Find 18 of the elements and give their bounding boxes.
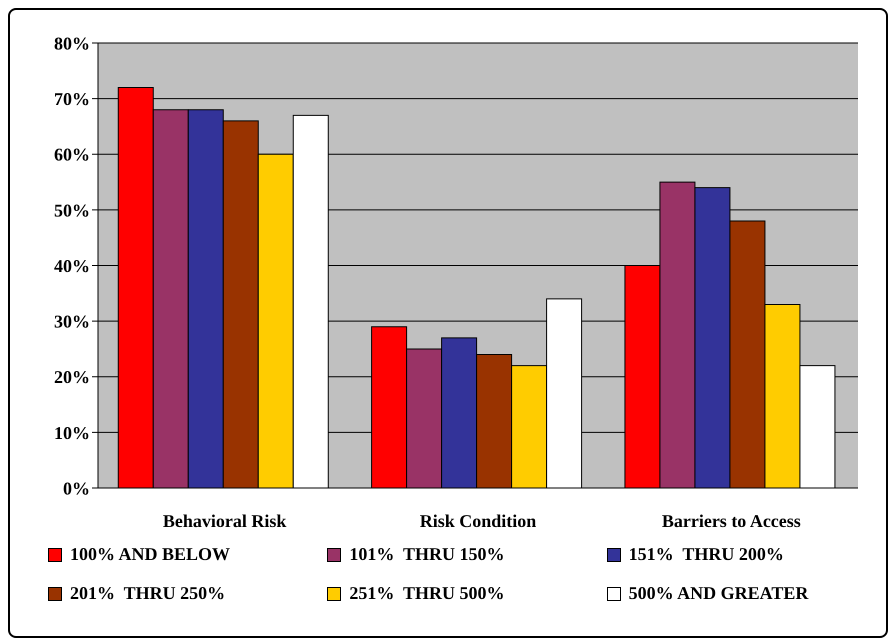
legend-label: 100% AND BELOW <box>70 544 230 565</box>
legend-label: 201% THRU 250% <box>70 583 226 604</box>
y-tick-label: 30% <box>54 312 90 332</box>
legend-label: 101% THRU 150% <box>349 544 505 565</box>
x-tick-label: Barriers to Access <box>662 510 801 531</box>
y-tick-label: 10% <box>54 422 90 443</box>
legend-label: 500% AND GREATER <box>628 583 808 604</box>
legend-label: 251% THRU 500% <box>349 583 505 604</box>
y-tick-label: 80% <box>54 33 90 54</box>
x-tick-label: Risk Condition <box>420 510 536 531</box>
y-tick-label: 0% <box>63 478 90 498</box>
y-tick-label: 70% <box>54 89 90 110</box>
x-tick-label: Behavioral Risk <box>162 510 286 531</box>
y-tick-label: 40% <box>54 256 90 276</box>
y-tick-label: 20% <box>54 367 90 388</box>
legend-label: 151% THRU 200% <box>628 544 784 565</box>
y-tick-label: 50% <box>54 200 90 220</box>
y-tick-label: 60% <box>54 144 90 165</box>
